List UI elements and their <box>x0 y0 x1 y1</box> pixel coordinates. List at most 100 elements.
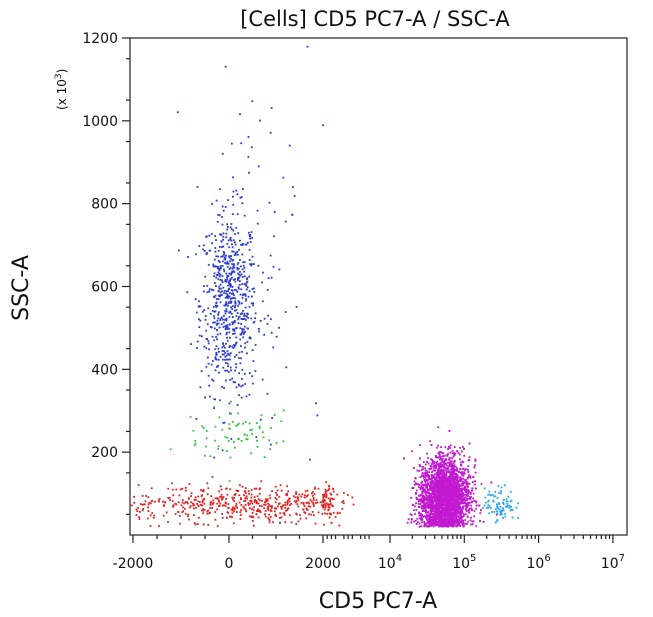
data-point <box>443 455 445 457</box>
data-point <box>234 278 236 280</box>
data-point <box>475 504 478 507</box>
data-point <box>266 507 269 510</box>
data-point <box>474 460 477 462</box>
data-point <box>212 315 215 317</box>
data-point <box>447 508 450 511</box>
data-point <box>203 250 206 252</box>
data-point <box>320 504 323 507</box>
data-point <box>327 497 330 500</box>
data-point <box>502 503 505 505</box>
data-point <box>436 473 439 476</box>
data-point <box>449 522 452 525</box>
data-point <box>330 522 333 524</box>
data-point <box>423 506 426 509</box>
data-point <box>246 315 248 318</box>
data-point <box>202 490 205 493</box>
data-point <box>232 258 235 261</box>
data-point <box>268 504 270 506</box>
data-point <box>329 503 332 506</box>
data-point <box>203 508 206 511</box>
data-point <box>239 271 241 273</box>
data-point <box>461 446 464 448</box>
data-point <box>195 311 198 314</box>
data-point <box>447 497 450 499</box>
data-point <box>222 345 225 347</box>
data-point <box>407 518 410 521</box>
data-point <box>445 485 448 488</box>
data-point <box>449 523 452 526</box>
data-point <box>453 465 456 468</box>
data-point <box>498 491 501 494</box>
data-point <box>245 298 248 300</box>
data-point <box>214 265 217 268</box>
data-point <box>236 291 239 293</box>
data-point <box>469 497 471 500</box>
data-point <box>435 454 437 457</box>
data-point <box>217 260 220 262</box>
data-point <box>460 516 463 518</box>
data-point <box>321 513 324 515</box>
data-point <box>441 486 443 488</box>
data-point <box>226 352 229 355</box>
y-tick-label: 600 <box>91 280 118 296</box>
data-point <box>285 493 287 496</box>
data-point <box>468 474 470 477</box>
data-point <box>418 506 421 509</box>
data-point <box>240 385 242 388</box>
data-point <box>448 502 450 504</box>
data-point <box>309 505 312 508</box>
data-point <box>252 304 254 307</box>
data-point <box>329 498 331 501</box>
data-point <box>507 495 510 498</box>
data-point <box>450 512 453 515</box>
data-point <box>227 503 230 505</box>
data-point <box>442 507 445 510</box>
data-point <box>224 312 227 315</box>
data-point <box>427 462 430 465</box>
data-point <box>235 386 238 389</box>
data-point <box>225 290 228 293</box>
data-point <box>435 512 438 515</box>
data-point <box>251 288 254 290</box>
data-point <box>419 503 422 506</box>
data-point <box>239 362 242 365</box>
data-point <box>167 487 170 490</box>
data-point <box>214 511 217 513</box>
data-point <box>312 490 314 493</box>
data-point <box>325 504 327 507</box>
data-point <box>223 254 225 256</box>
data-point <box>437 479 440 482</box>
data-point <box>420 515 423 518</box>
data-point <box>447 486 450 489</box>
data-point <box>130 504 133 507</box>
data-point <box>278 326 280 329</box>
data-point <box>443 504 445 507</box>
data-point <box>241 268 244 271</box>
data-point <box>221 153 224 155</box>
data-point <box>431 463 433 465</box>
data-point <box>315 499 318 501</box>
data-point <box>226 223 228 226</box>
data-point <box>256 222 259 225</box>
data-point <box>258 328 260 330</box>
data-point <box>456 495 459 498</box>
data-point <box>445 514 448 517</box>
data-point <box>467 520 470 523</box>
data-point <box>440 478 442 481</box>
data-point <box>226 260 229 263</box>
data-point <box>216 502 219 505</box>
data-point <box>316 414 319 417</box>
data-point <box>249 337 252 340</box>
data-point <box>237 267 240 270</box>
data-point <box>436 481 439 484</box>
data-point <box>233 321 236 324</box>
data-point <box>211 502 214 505</box>
data-point <box>431 517 434 520</box>
data-point <box>228 316 231 318</box>
data-point <box>427 519 429 522</box>
data-point <box>297 520 300 523</box>
data-point <box>238 303 241 305</box>
data-point <box>454 452 457 455</box>
data-point <box>441 502 444 505</box>
data-point <box>267 506 270 509</box>
